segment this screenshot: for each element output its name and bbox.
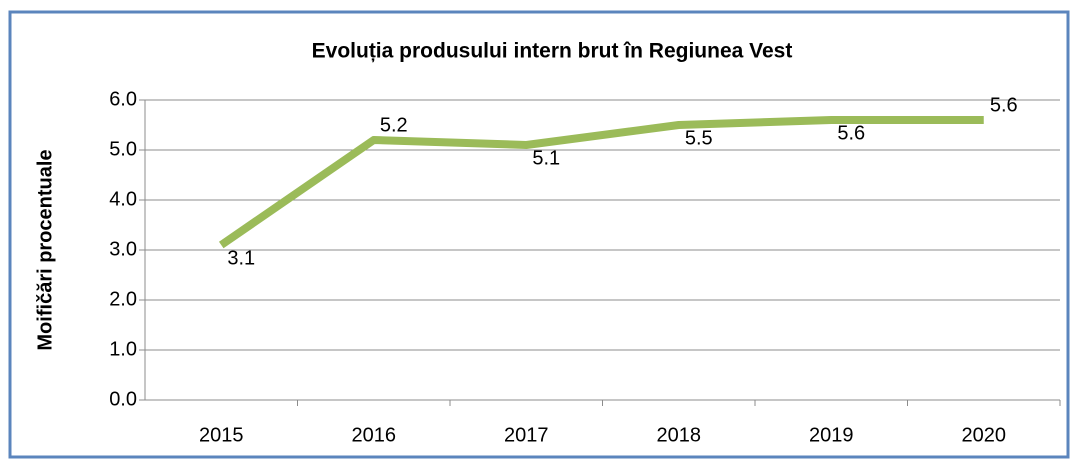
- y-tick-label: 5.0: [109, 138, 137, 160]
- x-tick-label: 2020: [962, 424, 1007, 446]
- data-label: 5.6: [837, 122, 865, 144]
- data-label: 5.6: [990, 94, 1018, 116]
- y-tick-label: 3.0: [109, 238, 137, 260]
- y-tick-label: 1.0: [109, 338, 137, 360]
- y-tick-label: 6.0: [109, 88, 137, 110]
- x-tick-label: 2019: [809, 424, 854, 446]
- data-label: 5.5: [685, 127, 713, 149]
- chart-frame: [8, 10, 1070, 459]
- x-tick-label: 2017: [504, 424, 549, 446]
- y-axis-title: Moifičări procentuale: [34, 149, 56, 350]
- x-tick-label: 2018: [657, 424, 702, 446]
- x-tick-label: 2016: [352, 424, 397, 446]
- line: [218, 116, 984, 249]
- data-label: 5.2: [380, 114, 408, 136]
- data-label: 3.1: [227, 247, 255, 269]
- x-tick-label: 2015: [199, 424, 244, 446]
- y-tick-label: 0.0: [109, 388, 137, 410]
- chart-title: Evoluția produsului intern brut în Regiu…: [312, 40, 793, 63]
- y-tick-label: 4.0: [109, 188, 137, 210]
- data-label: 5.1: [532, 147, 560, 169]
- y-tick-label: 2.0: [109, 288, 137, 310]
